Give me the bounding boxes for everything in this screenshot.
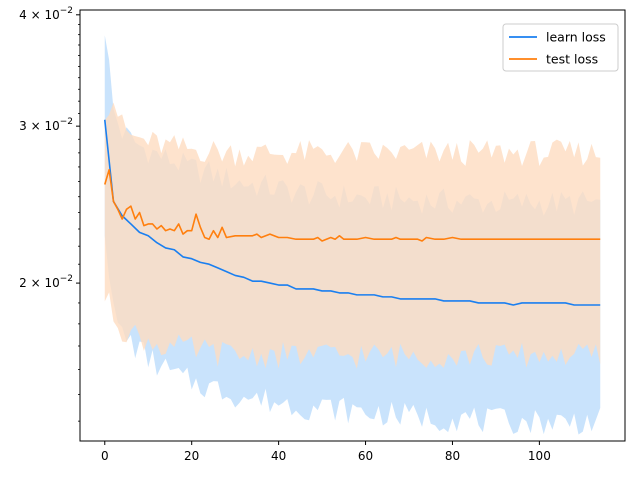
legend-label-test-loss: test loss xyxy=(546,52,598,67)
plot-area-frame xyxy=(79,9,626,442)
x-tick-label: 20 xyxy=(184,449,199,463)
x-axis: 0 20 40 60 80 100 xyxy=(101,441,551,463)
series-lines xyxy=(103,119,601,306)
x-tick-label: 100 xyxy=(528,449,551,463)
confidence-bands xyxy=(104,35,601,435)
x-tick-label: 80 xyxy=(445,449,460,463)
x-tick-label: 40 xyxy=(271,449,286,463)
y-tick-label: 3 × 10−2 xyxy=(19,117,73,133)
x-tick-label: 0 xyxy=(101,449,109,463)
y-tick-label: 2 × 10−2 xyxy=(19,274,73,290)
learn-loss-line xyxy=(103,119,601,306)
legend-label-learn-loss: learn loss xyxy=(546,30,606,45)
y-axis: 2 × 10−2 3 × 10−2 4 × 10−2 xyxy=(19,6,80,422)
test-loss-band xyxy=(104,102,601,369)
test-loss-line xyxy=(104,169,601,242)
legend: learn loss test loss xyxy=(502,23,619,72)
x-tick-label: 60 xyxy=(358,449,373,463)
y-tick-label: 4 × 10−2 xyxy=(19,6,73,22)
